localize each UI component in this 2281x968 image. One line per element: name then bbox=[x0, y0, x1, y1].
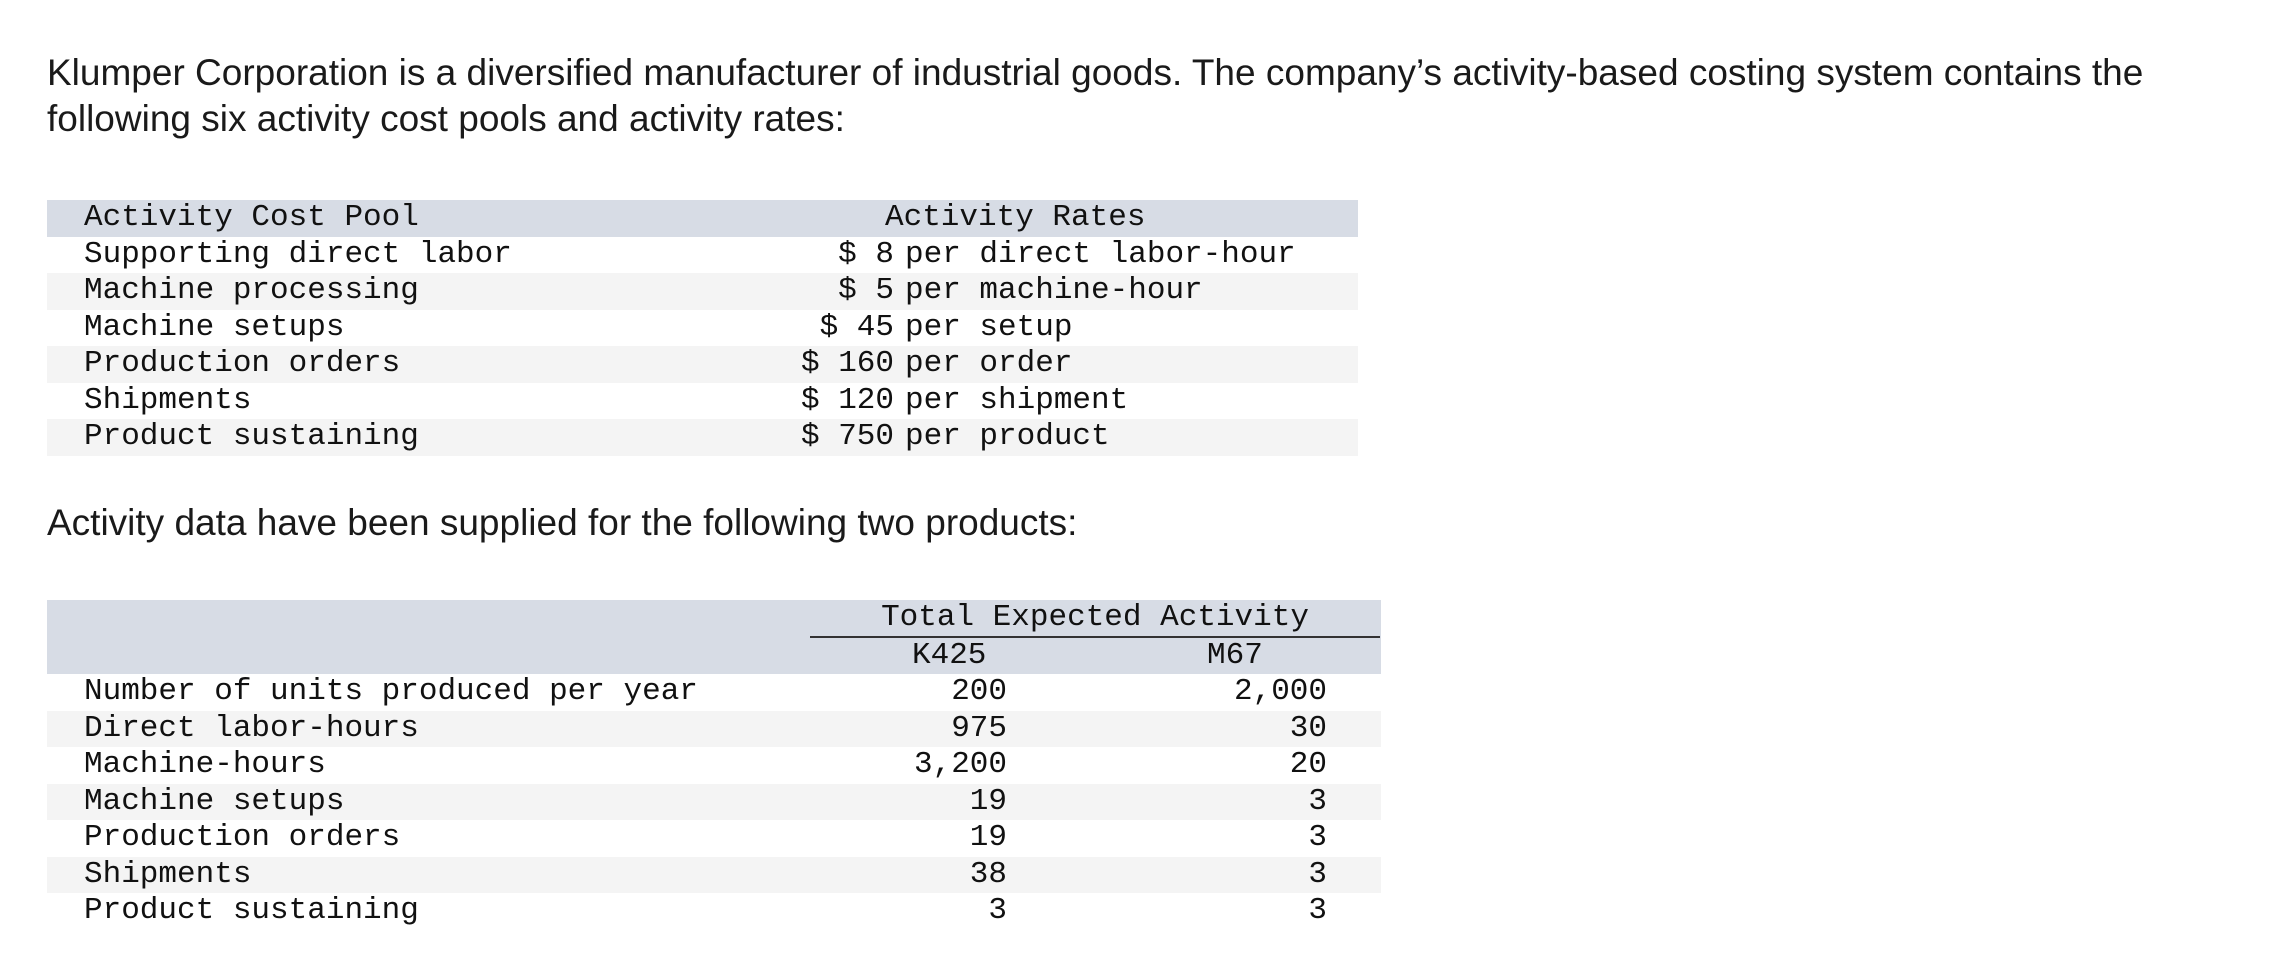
pool-name: Machine setups bbox=[84, 309, 345, 345]
rate-amount: 8 bbox=[875, 236, 894, 272]
rate-unit: per setup bbox=[905, 309, 1073, 345]
k425-value: 200 bbox=[951, 674, 1007, 709]
currency-symbol: $ bbox=[800, 382, 820, 418]
table-row: Production orders 19 3 bbox=[47, 820, 1381, 857]
table-row: Product sustaining 3 3 bbox=[47, 893, 1381, 930]
rate-unit: per machine-hour bbox=[905, 273, 1203, 308]
row-label: Shipments bbox=[84, 856, 252, 892]
k425-value: 3 bbox=[988, 893, 1007, 928]
pool-name: Shipments bbox=[84, 382, 252, 418]
pool-name: Production orders bbox=[84, 346, 401, 381]
table-row: Direct labor-hours 975 30 bbox=[47, 710, 1381, 747]
k425-value: 3,200 bbox=[913, 747, 1007, 782]
rate-value: $ 5 bbox=[782, 273, 894, 309]
k425-value: 975 bbox=[951, 710, 1007, 746]
k425-value: 19 bbox=[969, 820, 1007, 855]
rate-amount: 750 bbox=[838, 419, 894, 454]
row-label: Production orders bbox=[84, 820, 401, 855]
currency-symbol: $ bbox=[838, 273, 857, 308]
currency-symbol: $ bbox=[838, 236, 857, 272]
activity-data-intro: Activity data have been supplied for the… bbox=[47, 502, 1078, 543]
rate-value: $ 45 bbox=[782, 310, 894, 346]
header-activity-cost-pool: Activity Cost Pool bbox=[84, 200, 419, 235]
pool-name: Machine processing bbox=[84, 273, 419, 308]
m67-value: 20 bbox=[1289, 747, 1327, 782]
rate-value: $ 8 bbox=[782, 237, 894, 273]
rate-unit: per shipment bbox=[905, 382, 1129, 418]
table-row: Shipments $ 120 per shipment bbox=[47, 383, 1358, 420]
activity-rates-table: Activity Cost Pool Activity Rates Suppor… bbox=[47, 200, 1358, 456]
row-label: Number of units produced per year bbox=[84, 674, 698, 709]
m67-value: 3 bbox=[1308, 856, 1327, 892]
header-k425: K425 bbox=[912, 638, 987, 673]
activity-data-table: Total Expected Activity K425 M67 Number … bbox=[47, 600, 1381, 930]
currency-symbol: $ bbox=[800, 346, 820, 381]
table-header: Total Expected Activity K425 M67 bbox=[47, 600, 1381, 674]
rate-value: $ 750 bbox=[782, 419, 894, 455]
table-row: Machine setups $ 45 per setup bbox=[47, 310, 1358, 347]
m67-value: 30 bbox=[1289, 710, 1327, 746]
row-label: Machine setups bbox=[84, 783, 345, 819]
table-row: Shipments 38 3 bbox=[47, 856, 1381, 893]
table-row: Machine processing $ 5 per machine-hour bbox=[47, 273, 1358, 310]
m67-value: 2,000 bbox=[1233, 674, 1327, 709]
rate-amount: 5 bbox=[875, 273, 894, 308]
intro-paragraph: Klumper Corporation is a diversified man… bbox=[47, 52, 2144, 139]
rate-amount: 120 bbox=[838, 382, 894, 418]
row-label: Machine-hours bbox=[84, 747, 326, 782]
pool-name: Product sustaining bbox=[84, 419, 419, 454]
currency-symbol: $ bbox=[819, 309, 839, 345]
table-row: Production orders $ 160 per order bbox=[47, 346, 1358, 383]
rate-value: $ 120 bbox=[782, 383, 894, 419]
rate-unit: per order bbox=[905, 346, 1073, 381]
table-row: Product sustaining $ 750 per product bbox=[47, 419, 1358, 456]
rate-amount: 45 bbox=[856, 309, 894, 345]
k425-value: 19 bbox=[969, 783, 1007, 819]
pool-name: Supporting direct labor bbox=[84, 236, 512, 272]
k425-value: 38 bbox=[969, 856, 1007, 892]
header-activity-rates: Activity Rates bbox=[885, 200, 1146, 235]
table-header-row: Activity Cost Pool Activity Rates bbox=[47, 200, 1358, 237]
rate-unit: per direct labor-hour bbox=[905, 236, 1296, 272]
rate-value: $ 160 bbox=[782, 346, 894, 382]
m67-value: 3 bbox=[1308, 893, 1327, 928]
header-m67: M67 bbox=[1207, 638, 1263, 673]
table-row: Machine setups 19 3 bbox=[47, 783, 1381, 820]
m67-value: 3 bbox=[1308, 783, 1327, 819]
row-label: Direct labor-hours bbox=[84, 710, 419, 746]
table-row: Number of units produced per year 200 2,… bbox=[47, 674, 1381, 711]
rate-unit: per product bbox=[905, 419, 1110, 454]
currency-symbol: $ bbox=[800, 419, 820, 454]
header-total-expected-activity: Total Expected Activity bbox=[810, 600, 1380, 638]
rate-amount: 160 bbox=[838, 346, 894, 381]
m67-value: 3 bbox=[1308, 820, 1327, 855]
row-label: Product sustaining bbox=[84, 893, 419, 928]
table-row: Machine-hours 3,200 20 bbox=[47, 747, 1381, 784]
table-row: Supporting direct labor $ 8 per direct l… bbox=[47, 237, 1358, 274]
